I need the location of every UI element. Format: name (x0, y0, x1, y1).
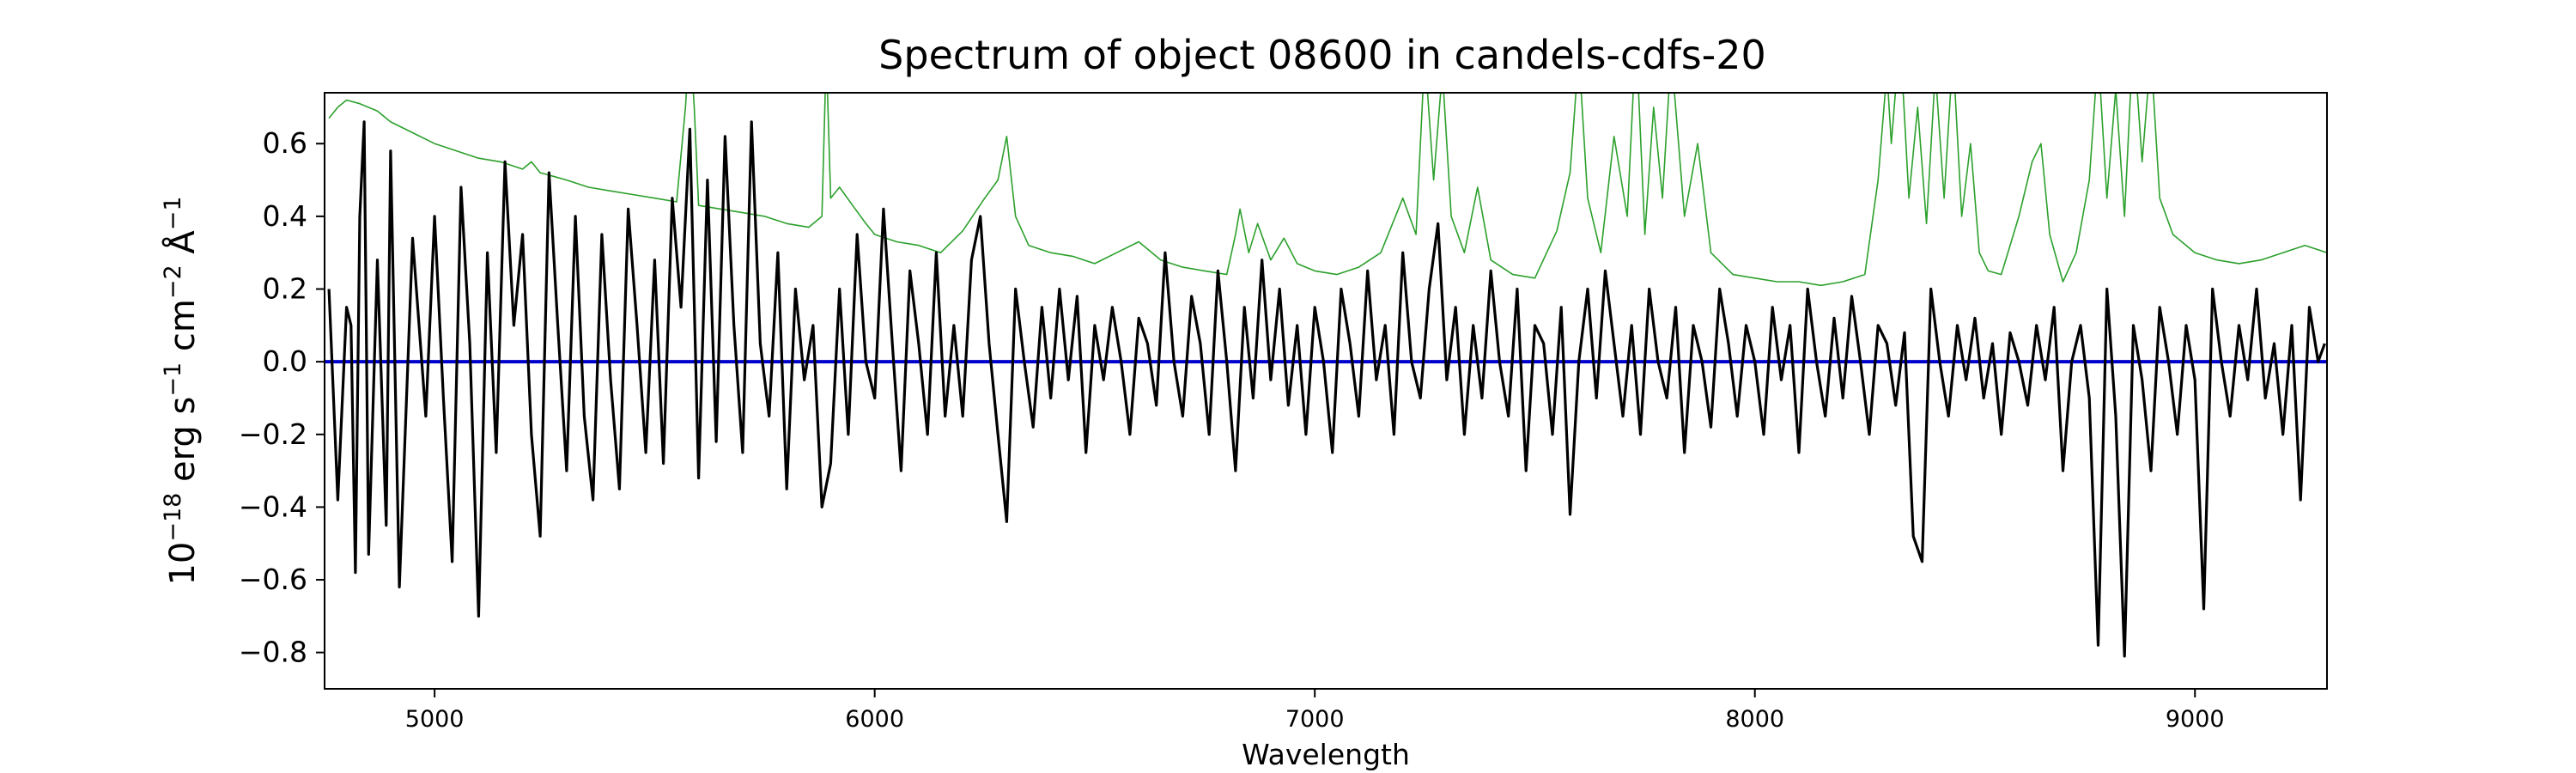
y-tick-label: −0.8 (239, 636, 307, 669)
y-label-unit1: erg s (163, 397, 203, 493)
y-tick-label: 0.2 (263, 272, 307, 306)
x-tick-label: 8000 (1725, 706, 1784, 733)
series-line-flux (327, 120, 2326, 658)
axis-layer: 5000 6000 7000 8000 9000 0.6 0.4 0.2 0.0 −0.2 −0.4… (239, 126, 2225, 733)
y-label-exp4: −1 (160, 196, 186, 230)
y-label-exp2: −1 (160, 362, 186, 397)
y-tick-label: −0.2 (239, 417, 307, 451)
y-tick-label: 0.0 (263, 344, 307, 378)
y-tick-label: −0.6 (239, 563, 307, 596)
x-tick-label: 7000 (1285, 706, 1345, 733)
y-label-base: 10 (163, 542, 203, 586)
y-label-unit2: cm (163, 299, 203, 362)
y-axis-label: 10−18 erg s−1 cm−2 Å−1 (160, 196, 203, 585)
x-axis-label: Wavelength (1242, 738, 1410, 771)
y-label-unit3: Å (161, 230, 203, 265)
y-tick-label: 0.6 (263, 126, 307, 160)
y-label-exp3: −2 (160, 265, 186, 299)
x-tick-label: 6000 (845, 706, 904, 733)
y-label-exp1: −18 (160, 493, 186, 542)
series-layer (325, 93, 2327, 658)
series-line-error (328, 93, 2327, 287)
x-tick-label: 9000 (2166, 706, 2225, 733)
y-tick-label: −0.4 (239, 490, 307, 523)
chart-title: Spectrum of object 08600 in candels-cdfs… (878, 32, 1766, 78)
x-tick-label: 5000 (405, 706, 465, 733)
y-tick-label: 0.4 (263, 199, 307, 233)
plot-frame (324, 92, 2328, 690)
